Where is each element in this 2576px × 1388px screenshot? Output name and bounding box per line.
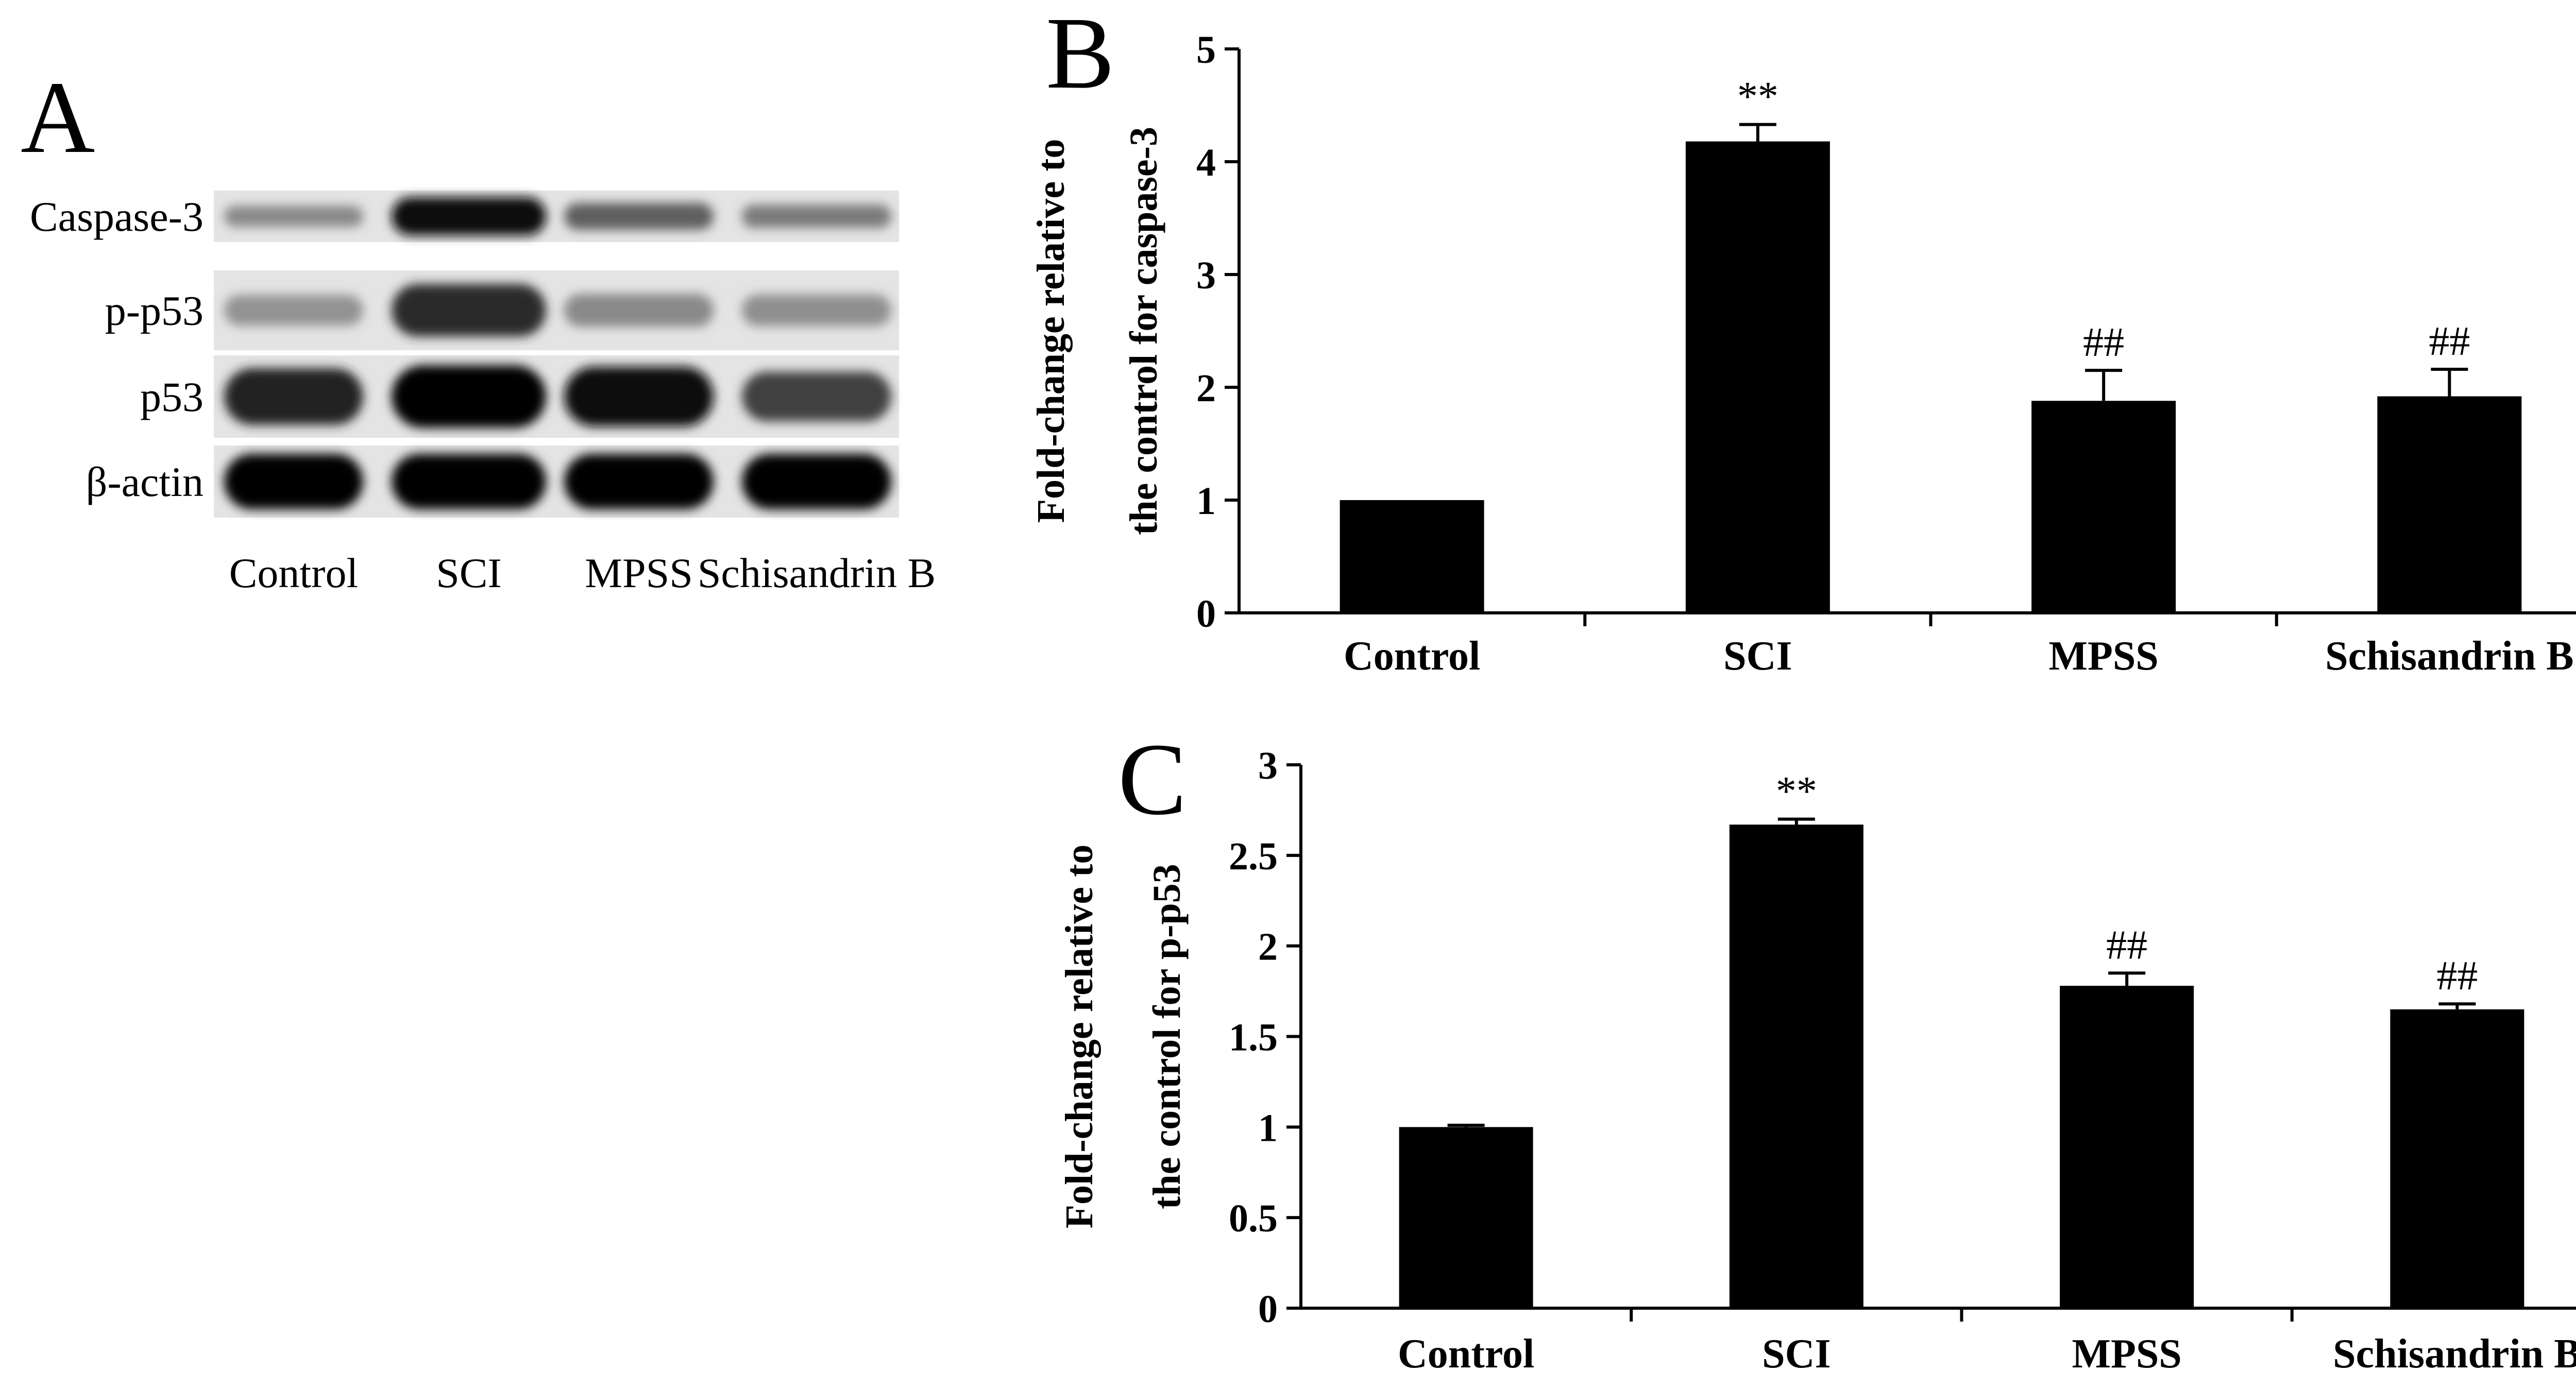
y-axis-title-line2: the control for caspase-3 <box>1122 127 1165 535</box>
blot-band <box>392 454 546 509</box>
significance-marker: ## <box>2436 953 2478 999</box>
y-tick-label: 2 <box>1258 926 1278 969</box>
y-tick-label: 0.5 <box>1229 1197 1278 1240</box>
panel-letter-b: B <box>1046 0 1114 110</box>
y-tick-label: 0 <box>1258 1288 1278 1331</box>
bar-control <box>1399 1127 1533 1308</box>
blot-band <box>742 454 891 509</box>
blot-band <box>224 368 363 425</box>
panel-a-western-blot: A Caspase-3 p-p53 p53 β-actin Control SCI MPS… <box>21 61 936 596</box>
blot-row-caspase-3: Caspase-3 <box>30 191 899 242</box>
blot-band <box>224 295 363 326</box>
bar-sci <box>1685 141 1830 613</box>
panel-letter-a: A <box>21 61 95 175</box>
blot-band <box>224 454 363 509</box>
blot-band <box>564 454 714 509</box>
blot-band <box>392 197 546 236</box>
bar-mpss <box>2031 401 2176 613</box>
blot-lane-label-mpss: MPSS <box>585 550 693 596</box>
blot-lane-label-sci: SCI <box>436 550 502 596</box>
blot-band <box>224 205 363 227</box>
blot-band <box>564 202 714 230</box>
blot-band <box>564 366 714 427</box>
y-tick-label: 1.5 <box>1229 1016 1278 1059</box>
bar-control <box>1340 500 1484 613</box>
y-axis-title-line1: Fold-change relative to <box>1029 139 1073 523</box>
y-tick-label: 2.5 <box>1229 835 1278 878</box>
category-label-sci: SCI <box>1723 633 1792 679</box>
blot-row-label: p-p53 <box>105 287 204 334</box>
blot-row-label: Caspase-3 <box>30 193 204 240</box>
blot-lane-label-schisandrin-b: Schisandrin B <box>698 550 936 596</box>
y-tick-label: 5 <box>1196 28 1216 72</box>
blot-row-p-p53: p-p53 <box>105 270 899 350</box>
blot-band <box>742 204 891 228</box>
y-axis-title-line1: Fold-change relative to <box>1058 845 1101 1229</box>
significance-marker: ## <box>2106 922 2147 968</box>
chart-b-caspase-3: B 0 1 2 3 4 5 Control ** SCI ## MPSS ## Schisandrin … <box>1029 0 2576 679</box>
bar-mpss <box>2060 986 2194 1308</box>
blot-rows: Caspase-3 p-p53 p53 β-actin <box>30 191 899 518</box>
y-tick-label: 4 <box>1196 141 1216 184</box>
y-tick-label: 2 <box>1196 367 1216 410</box>
blot-band <box>392 284 546 337</box>
significance-marker: ## <box>2083 320 2124 365</box>
category-label-schisandrin-b: Schisandrin B <box>2325 633 2573 679</box>
y-tick-label: 0 <box>1196 592 1216 636</box>
blot-band <box>564 294 714 327</box>
blot-row-label: β-actin <box>86 458 204 505</box>
y-axis-title-line2: the control for p-p53 <box>1145 864 1189 1209</box>
category-label-mpss: MPSS <box>2072 1331 2181 1377</box>
category-label-sci: SCI <box>1762 1331 1831 1377</box>
bar-schisandrin-b <box>2390 1009 2524 1308</box>
significance-marker: ** <box>1737 74 1778 119</box>
category-label-control: Control <box>1344 633 1480 679</box>
y-tick-label: 1 <box>1258 1106 1278 1150</box>
category-label-mpss: MPSS <box>2048 633 2158 679</box>
significance-marker: ## <box>2429 319 2470 364</box>
blot-band <box>742 294 891 327</box>
y-tick-label: 3 <box>1258 744 1278 787</box>
panel-letter-c: C <box>1118 723 1187 836</box>
y-tick-label: 3 <box>1196 254 1216 297</box>
blot-row-actin: β-actin <box>86 445 899 518</box>
blot-band <box>392 365 546 428</box>
blot-row-p53: p53 <box>140 355 899 438</box>
category-label-schisandrin-b: Schisandrin B <box>2333 1331 2576 1377</box>
bar-sci <box>1729 825 1863 1308</box>
blot-lane-label-control: Control <box>229 550 359 596</box>
significance-marker: ** <box>1776 769 1817 814</box>
blot-lane-labels: Control SCI MPSS Schisandrin B <box>229 550 936 596</box>
bar-schisandrin-b <box>2377 396 2522 613</box>
chart-c-p-p53: C 0 0.5 1 1.5 2 2.5 3 Control ** SCI ## MPSS ## Schis… <box>1058 723 2576 1377</box>
blot-band <box>742 371 891 422</box>
y-tick-label: 1 <box>1196 479 1216 523</box>
blot-row-label: p53 <box>140 373 204 420</box>
category-label-control: Control <box>1398 1331 1534 1377</box>
